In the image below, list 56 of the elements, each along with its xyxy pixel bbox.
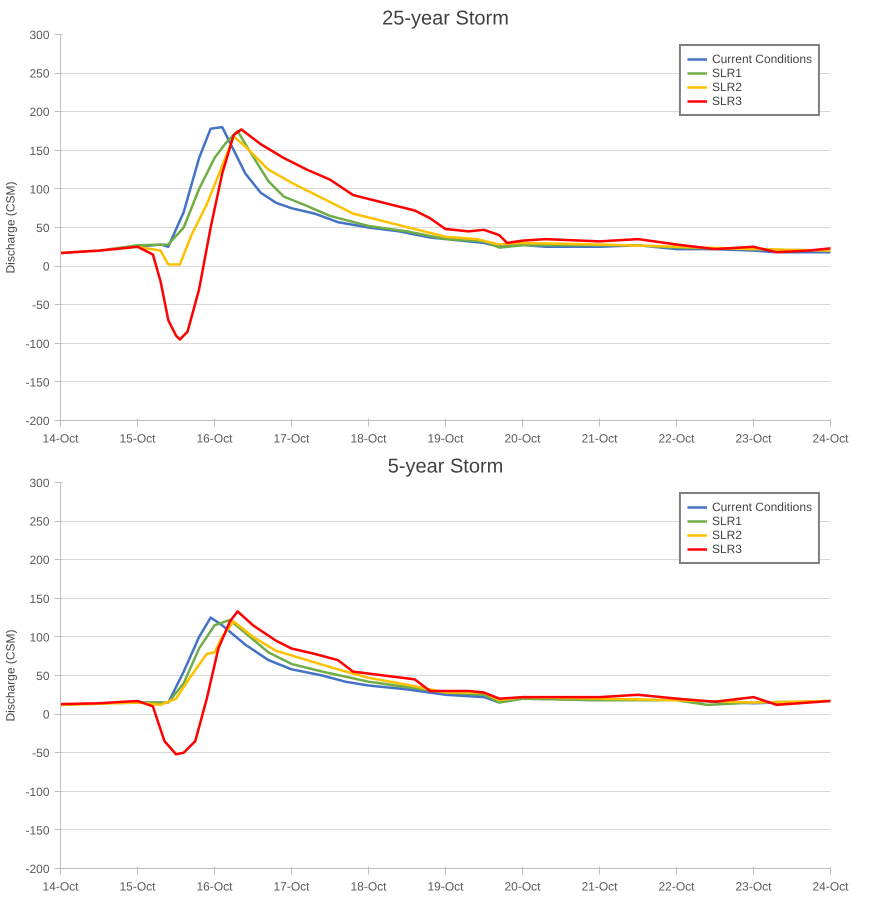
y-axis-title: Discharge (CSM): [3, 181, 18, 274]
y-tick-label: 200: [29, 105, 50, 120]
legend-label: SLR3: [712, 542, 742, 556]
legend-label: SLR2: [712, 528, 742, 542]
legend-label: SLR1: [712, 66, 742, 80]
y-tick-label: 0: [42, 708, 50, 722]
y-tick-label: 300: [29, 476, 50, 490]
x-tick-label: 22-Oct: [658, 432, 696, 446]
y-tick-label: 0: [42, 260, 50, 274]
y-tick-label: -150: [25, 375, 50, 390]
chart-title: 25-year Storm: [382, 8, 509, 30]
y-tick-label: 300: [29, 28, 50, 42]
y-tick-label: -50: [32, 298, 50, 312]
x-tick-label: 23-Oct: [735, 880, 772, 894]
legend-label: SLR2: [712, 80, 742, 94]
x-tick-label: 17-Oct: [273, 432, 310, 446]
y-tick-label: 250: [29, 66, 50, 81]
x-tick-label: 17-Oct: [273, 880, 310, 894]
x-tick-label: 15-Oct: [119, 880, 156, 894]
y-tick-label: 200: [29, 553, 50, 568]
x-tick-label: 14-Oct: [42, 880, 80, 894]
y-tick-label: 100: [29, 182, 50, 196]
x-tick-label: 16-Oct: [196, 432, 234, 446]
legend-label: SLR3: [712, 94, 742, 108]
x-tick-label: 19-Oct: [427, 880, 464, 894]
y-tick-label: 50: [36, 221, 50, 235]
x-tick-label: 18-Oct: [350, 432, 388, 446]
legend-label: SLR1: [712, 514, 742, 528]
x-tick-label: 22-Oct: [658, 880, 696, 894]
y-tick-label: -100: [25, 336, 50, 351]
x-tick-label: 21-Oct: [581, 880, 618, 894]
y-tick-label: -200: [25, 862, 50, 876]
x-tick-label: 24-Oct: [812, 432, 850, 446]
x-tick-label: 19-Oct: [427, 432, 464, 446]
x-tick-label: 16-Oct: [196, 880, 234, 894]
y-tick-label: 150: [29, 592, 50, 606]
y-tick-label: 50: [36, 669, 50, 683]
legend-label: Current Conditions: [712, 52, 812, 66]
x-tick-label: 15-Oct: [119, 432, 156, 446]
chart-title: 5-year Storm: [388, 456, 504, 478]
x-tick-label: 21-Oct: [581, 432, 618, 446]
y-tick-label: 250: [29, 514, 50, 529]
y-tick-label: -150: [25, 823, 50, 838]
y-tick-label: -100: [25, 784, 50, 799]
x-tick-label: 23-Oct: [735, 432, 772, 446]
y-tick-label: 150: [29, 144, 50, 158]
y-tick-label: -200: [25, 414, 50, 428]
x-tick-label: 18-Oct: [350, 880, 388, 894]
y-axis-title: Discharge (CSM): [3, 629, 18, 722]
x-tick-label: 20-Oct: [504, 432, 542, 446]
x-tick-label: 14-Oct: [42, 432, 80, 446]
y-tick-label: 100: [29, 630, 50, 644]
legend-label: Current Conditions: [712, 500, 812, 514]
y-tick-label: -50: [32, 746, 50, 760]
x-tick-label: 20-Oct: [504, 880, 542, 894]
x-tick-label: 24-Oct: [812, 880, 850, 894]
